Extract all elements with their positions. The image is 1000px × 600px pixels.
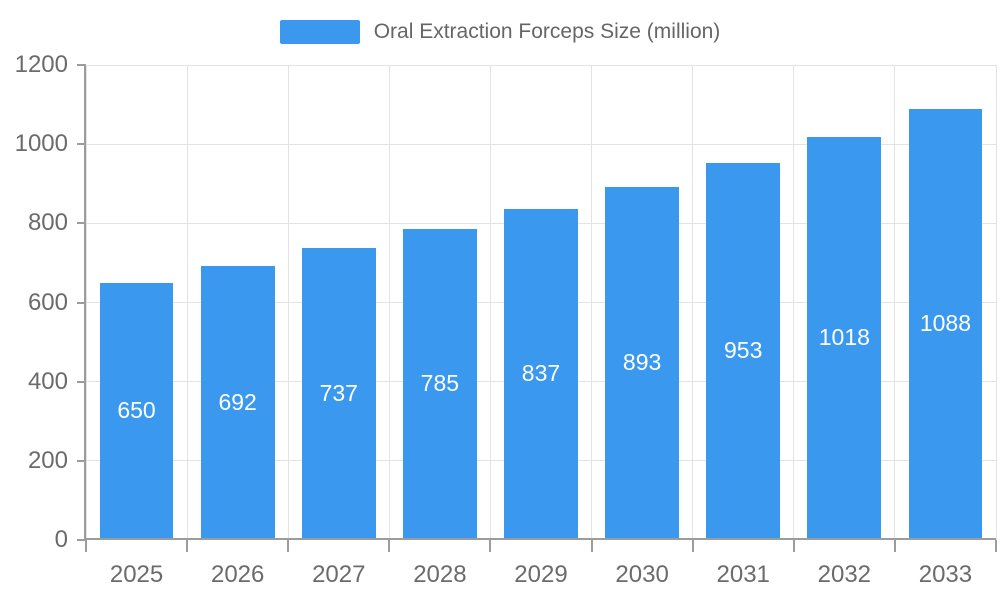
y-axis-tick-label: 0 <box>54 526 68 553</box>
gridline-vertical <box>692 65 694 540</box>
bar[interactable]: 837 <box>504 208 578 538</box>
bar-value-label: 692 <box>218 388 257 415</box>
y-axis-tick <box>77 539 86 541</box>
y-axis-tick-label: 600 <box>27 288 68 316</box>
bar[interactable]: 953 <box>706 162 781 538</box>
bar-value-label: 837 <box>521 359 561 386</box>
gridline-vertical <box>995 65 997 540</box>
x-axis-tick-label: 2029 <box>514 561 568 588</box>
bar-value-label: 1088 <box>919 310 972 337</box>
y-axis-tick-label: 1200 <box>14 51 68 78</box>
bar[interactable]: 1088 <box>908 109 983 538</box>
y-axis-tick-label: 200 <box>27 446 68 474</box>
legend[interactable]: Oral Extraction Forceps Size (million) <box>0 20 1000 44</box>
bar[interactable]: 1018 <box>807 137 882 538</box>
gridline-vertical <box>186 65 188 540</box>
bar[interactable]: 785 <box>402 229 477 538</box>
x-axis-tick-label: 2033 <box>918 561 973 588</box>
x-axis-tick-label: 2032 <box>817 561 872 588</box>
y-axis-tick <box>77 301 86 304</box>
bar-value-label: 650 <box>117 396 156 423</box>
bar[interactable]: 650 <box>99 282 174 538</box>
y-axis-line <box>84 65 86 540</box>
gridline-vertical <box>489 65 491 540</box>
x-axis-tick <box>85 540 87 552</box>
x-axis-tick-label: 2031 <box>716 561 770 588</box>
y-axis-tick <box>77 459 86 462</box>
x-axis-tick <box>590 540 593 552</box>
bar[interactable]: 893 <box>605 186 679 538</box>
gridline-horizontal <box>86 143 996 145</box>
x-axis-tick-label: 2028 <box>413 561 467 588</box>
x-axis-tick <box>893 540 896 552</box>
x-axis-tick-label: 2026 <box>210 561 265 588</box>
bar[interactable]: 692 <box>200 266 275 538</box>
bar-value-label: 785 <box>420 370 460 397</box>
x-axis-tick <box>792 540 795 552</box>
x-axis-tick-label: 2027 <box>312 561 366 588</box>
bar-value-label: 953 <box>724 336 763 363</box>
bar-value-label: 1018 <box>818 324 870 350</box>
bar-value-label: 737 <box>319 379 358 406</box>
y-axis-tick-label: 800 <box>27 209 68 237</box>
legend-label: Oral Extraction Forceps Size (million) <box>373 20 721 43</box>
y-axis-tick <box>77 222 86 225</box>
y-axis-tick-label: 1000 <box>14 130 68 158</box>
x-axis-tick <box>489 540 492 552</box>
x-axis-tick-label: 2025 <box>109 561 164 588</box>
x-axis-tick <box>995 540 997 552</box>
y-axis-tick <box>77 380 86 383</box>
x-axis-tick <box>287 540 290 552</box>
x-axis-tick <box>388 540 391 552</box>
bar[interactable]: 737 <box>301 248 376 538</box>
x-axis-tick <box>691 540 694 552</box>
y-axis-tick-label: 400 <box>27 367 68 395</box>
gridline-vertical <box>591 65 593 540</box>
y-axis-tick <box>77 143 86 146</box>
legend-swatch[interactable] <box>279 20 360 44</box>
gridline-vertical <box>287 65 289 540</box>
x-axis-tick-label: 2030 <box>615 561 669 588</box>
gridline-horizontal <box>86 64 996 66</box>
gridline-vertical <box>388 65 390 540</box>
x-axis-tick <box>186 540 189 552</box>
bar-value-label: 893 <box>622 348 662 375</box>
gridline-vertical <box>894 65 896 540</box>
y-axis-tick <box>77 64 86 66</box>
x-axis-line <box>84 538 996 540</box>
gridline-vertical <box>793 65 795 540</box>
gridline-vertical <box>85 65 87 540</box>
